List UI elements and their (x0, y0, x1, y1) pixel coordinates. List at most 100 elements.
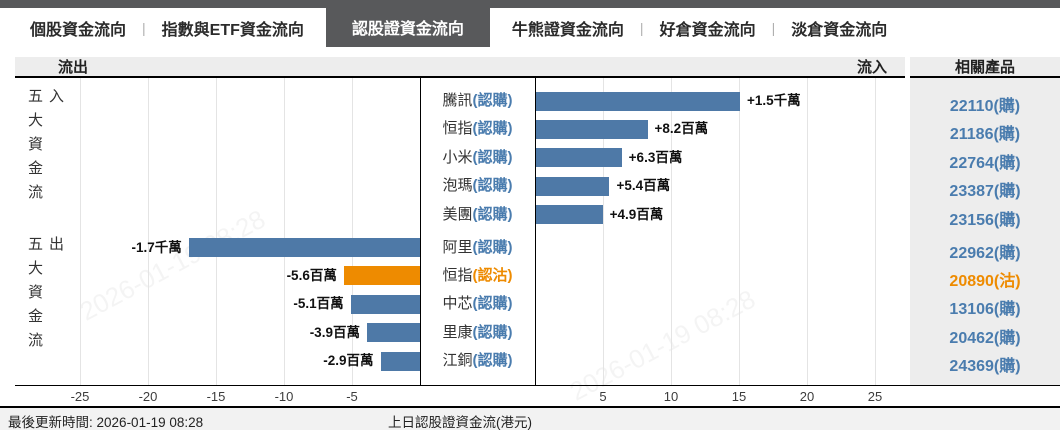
bar-value-label: +1.5千萬 (747, 93, 801, 108)
underlying-name: 恒指 (442, 266, 473, 284)
warrant-type-suffix: (認購) (472, 177, 513, 195)
warrant-type-suffix: (認購) (472, 92, 513, 109)
gridline--25 (80, 78, 81, 385)
x-tick--5: -5 (346, 389, 358, 404)
gridline-5 (603, 78, 604, 385)
gridline--15 (216, 78, 217, 385)
underlying-name: 阿里 (442, 238, 473, 256)
tab-bar: 個股資金流向 | 指數與ETF資金流向 認股證資金流向 牛熊證資金流向 | 好倉資金流向 | 淡… (0, 0, 1060, 47)
bar-value-label: -5.1百萬 (293, 296, 344, 312)
warrant-type-suffix: (認購) (472, 323, 513, 341)
bar-美團(認購) (536, 205, 603, 225)
gridline--5 (352, 78, 353, 385)
row-label-恒指(認購)[interactable]: 恒指(認購) (421, 119, 534, 139)
chart-header-band: 流出 流入 (15, 57, 905, 78)
product-link-20890(沽)[interactable]: 20890(沽) (949, 272, 1021, 290)
tab-1[interactable]: 個股資金流向 (30, 21, 127, 39)
bar-小米(認購) (536, 148, 622, 168)
bar-value-label: -2.9百萬 (323, 353, 374, 369)
tab-4[interactable]: 牛熊證資金流向 (511, 21, 624, 39)
gridline-10 (671, 78, 672, 385)
outflow-header-label: 流出 (58, 59, 89, 76)
warrant-type-suffix: (認購) (472, 120, 513, 138)
watermark-text: 2026-01-19 08:28 (74, 203, 271, 327)
warrant-type-suffix: (認購) (472, 148, 513, 166)
row-label-小米(認購)[interactable]: 小米(認購) (421, 148, 534, 168)
underlying-name: 恒指 (442, 120, 473, 138)
underlying-name: 江銅 (442, 352, 473, 370)
tab-5[interactable]: 好倉資金流向 (659, 21, 756, 39)
bar-騰訊(認購) (536, 91, 740, 111)
product-link-20462(購)[interactable]: 20462(購) (949, 329, 1021, 347)
bar-value-label: +6.3百萬 (628, 149, 683, 165)
tab-3-active[interactable]: 認股證資金流向 (325, 0, 490, 47)
product-link-21186(購)[interactable]: 21186(購) (949, 126, 1021, 144)
row-label-騰訊(認購)[interactable]: 騰訊(認購) (421, 91, 534, 111)
underlying-name: 里康 (442, 323, 473, 341)
row-label-美團(認購)[interactable]: 美團(認購) (421, 205, 534, 225)
inflow-header-label: 流入 (856, 59, 887, 76)
related-products-header: 相關產品 (910, 57, 1060, 78)
x-tick-15: 15 (731, 389, 747, 404)
product-link-22110(購)[interactable]: 22110(購) (949, 98, 1021, 115)
warrant-type-suffix: (認購) (472, 238, 513, 256)
product-link-23156(購)[interactable]: 23156(購) (949, 211, 1021, 229)
group-label-top5-outflow: 五大資金流出 (26, 236, 64, 356)
x-tick-20: 20 (799, 389, 815, 404)
x-tick--15: -15 (206, 389, 226, 404)
x-axis-baseline (15, 385, 1060, 386)
outflow-zero-axis (420, 78, 421, 385)
x-tick--20: -20 (138, 389, 158, 404)
tab-2[interactable]: 指數與ETF資金流向 (161, 21, 304, 39)
bar-value-label: -1.7千萬 (131, 239, 182, 255)
bar-恒指(認沽) (343, 266, 420, 286)
product-link-22962(購)[interactable]: 22962(購) (949, 244, 1021, 262)
warrant-type-suffix: (認購) (472, 205, 513, 223)
bar-value-label: +8.2百萬 (654, 121, 709, 137)
row-label-恒指(認沽)[interactable]: 恒指(認沽) (421, 266, 534, 286)
bar-中芯(認購) (350, 294, 420, 314)
product-link-13106(購)[interactable]: 13106(購) (949, 301, 1021, 319)
last-updated-text: 最後更新時間: 2026-01-19 08:28 (8, 411, 203, 430)
chart-caption: 上日認股證資金流(港元) (388, 415, 532, 430)
x-tick-5: 5 (599, 389, 607, 404)
bar-阿里(認購) (188, 238, 420, 257)
related-products-label: 相關產品 (954, 59, 1015, 76)
row-label-中芯(認購)[interactable]: 中芯(認購) (421, 294, 534, 314)
group-label-top5-inflow: 五大資金流入 (26, 88, 64, 208)
footer-bar: 最後更新時間: 2026-01-19 08:28 上日認股證資金流(港元) (0, 408, 1060, 430)
bar-value-label: -3.9百萬 (309, 324, 360, 340)
gridline-15 (739, 78, 740, 385)
row-label-阿里(認購)[interactable]: 阿里(認購) (421, 238, 534, 258)
product-link-22764(購)[interactable]: 22764(購) (949, 154, 1021, 172)
tab-6[interactable]: 淡倉資金流向 (791, 21, 888, 39)
last-updated-value: 2026-01-19 08:28 (96, 415, 204, 430)
x-tick--10: -10 (274, 389, 294, 404)
underlying-name: 騰訊 (442, 92, 473, 109)
gridline-25 (875, 78, 876, 385)
x-tick-10: 10 (663, 389, 679, 404)
row-label-里康(認購)[interactable]: 里康(認購) (421, 323, 534, 343)
top-dark-strip (0, 0, 1060, 8)
x-tick-25: 25 (867, 389, 883, 404)
product-link-24369(購)[interactable]: 24369(購) (949, 358, 1021, 376)
tab-separator: | (771, 19, 776, 36)
bar-value-label: +4.9百萬 (609, 206, 664, 222)
tab-separator: | (142, 19, 146, 36)
x-tick--25: -25 (70, 389, 90, 404)
warrant-type-suffix: (認沽) (472, 266, 513, 284)
related-products-column (910, 78, 1060, 385)
underlying-name: 泡瑪 (442, 177, 473, 195)
underlying-name: 美團 (442, 205, 473, 223)
gridline--20 (148, 78, 149, 385)
gridline--10 (284, 78, 285, 385)
bar-江銅(認購) (380, 351, 420, 371)
bar-恒指(認購) (536, 119, 648, 139)
product-link-23387(購)[interactable]: 23387(購) (949, 183, 1021, 201)
row-label-江銅(認購)[interactable]: 江銅(認購) (421, 351, 534, 371)
gridline-20 (807, 78, 808, 385)
row-label-泡瑪(認購)[interactable]: 泡瑪(認購) (421, 176, 534, 196)
warrant-type-suffix: (認購) (472, 295, 513, 313)
bar-泡瑪(認購) (536, 176, 610, 196)
